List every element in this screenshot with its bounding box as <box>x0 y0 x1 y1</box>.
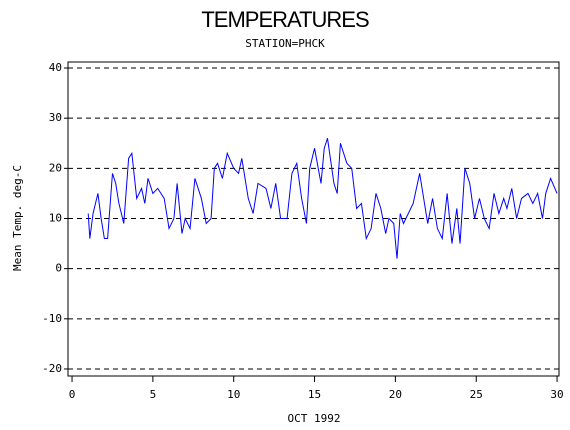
x-tick-label: 15 <box>308 388 321 401</box>
y-tick-label: 30 <box>49 111 62 124</box>
plot-frame <box>67 61 560 377</box>
y-tick-label: -20 <box>42 362 62 375</box>
x-tick-label: 30 <box>550 388 563 401</box>
x-tick-label: 0 <box>69 388 76 401</box>
chart-title: TEMPERATURES <box>201 7 369 32</box>
chart-subtitle: STATION=PHCK <box>245 37 325 50</box>
y-tick-label: 20 <box>49 161 62 174</box>
y-tick-label: -10 <box>42 312 62 325</box>
data-line <box>87 138 558 259</box>
y-tick-label: 10 <box>49 211 62 224</box>
x-tick-label: 10 <box>227 388 240 401</box>
x-tick-label: 25 <box>470 388 483 401</box>
y-tick-label: 0 <box>55 262 62 275</box>
x-tick-label: 20 <box>389 388 402 401</box>
y-tick-label: 40 <box>49 61 62 74</box>
y-axis-label: Mean Temp. deg-C <box>11 165 24 271</box>
x-axis-label: OCT 1992 <box>288 412 341 425</box>
x-tick-label: 5 <box>150 388 157 401</box>
